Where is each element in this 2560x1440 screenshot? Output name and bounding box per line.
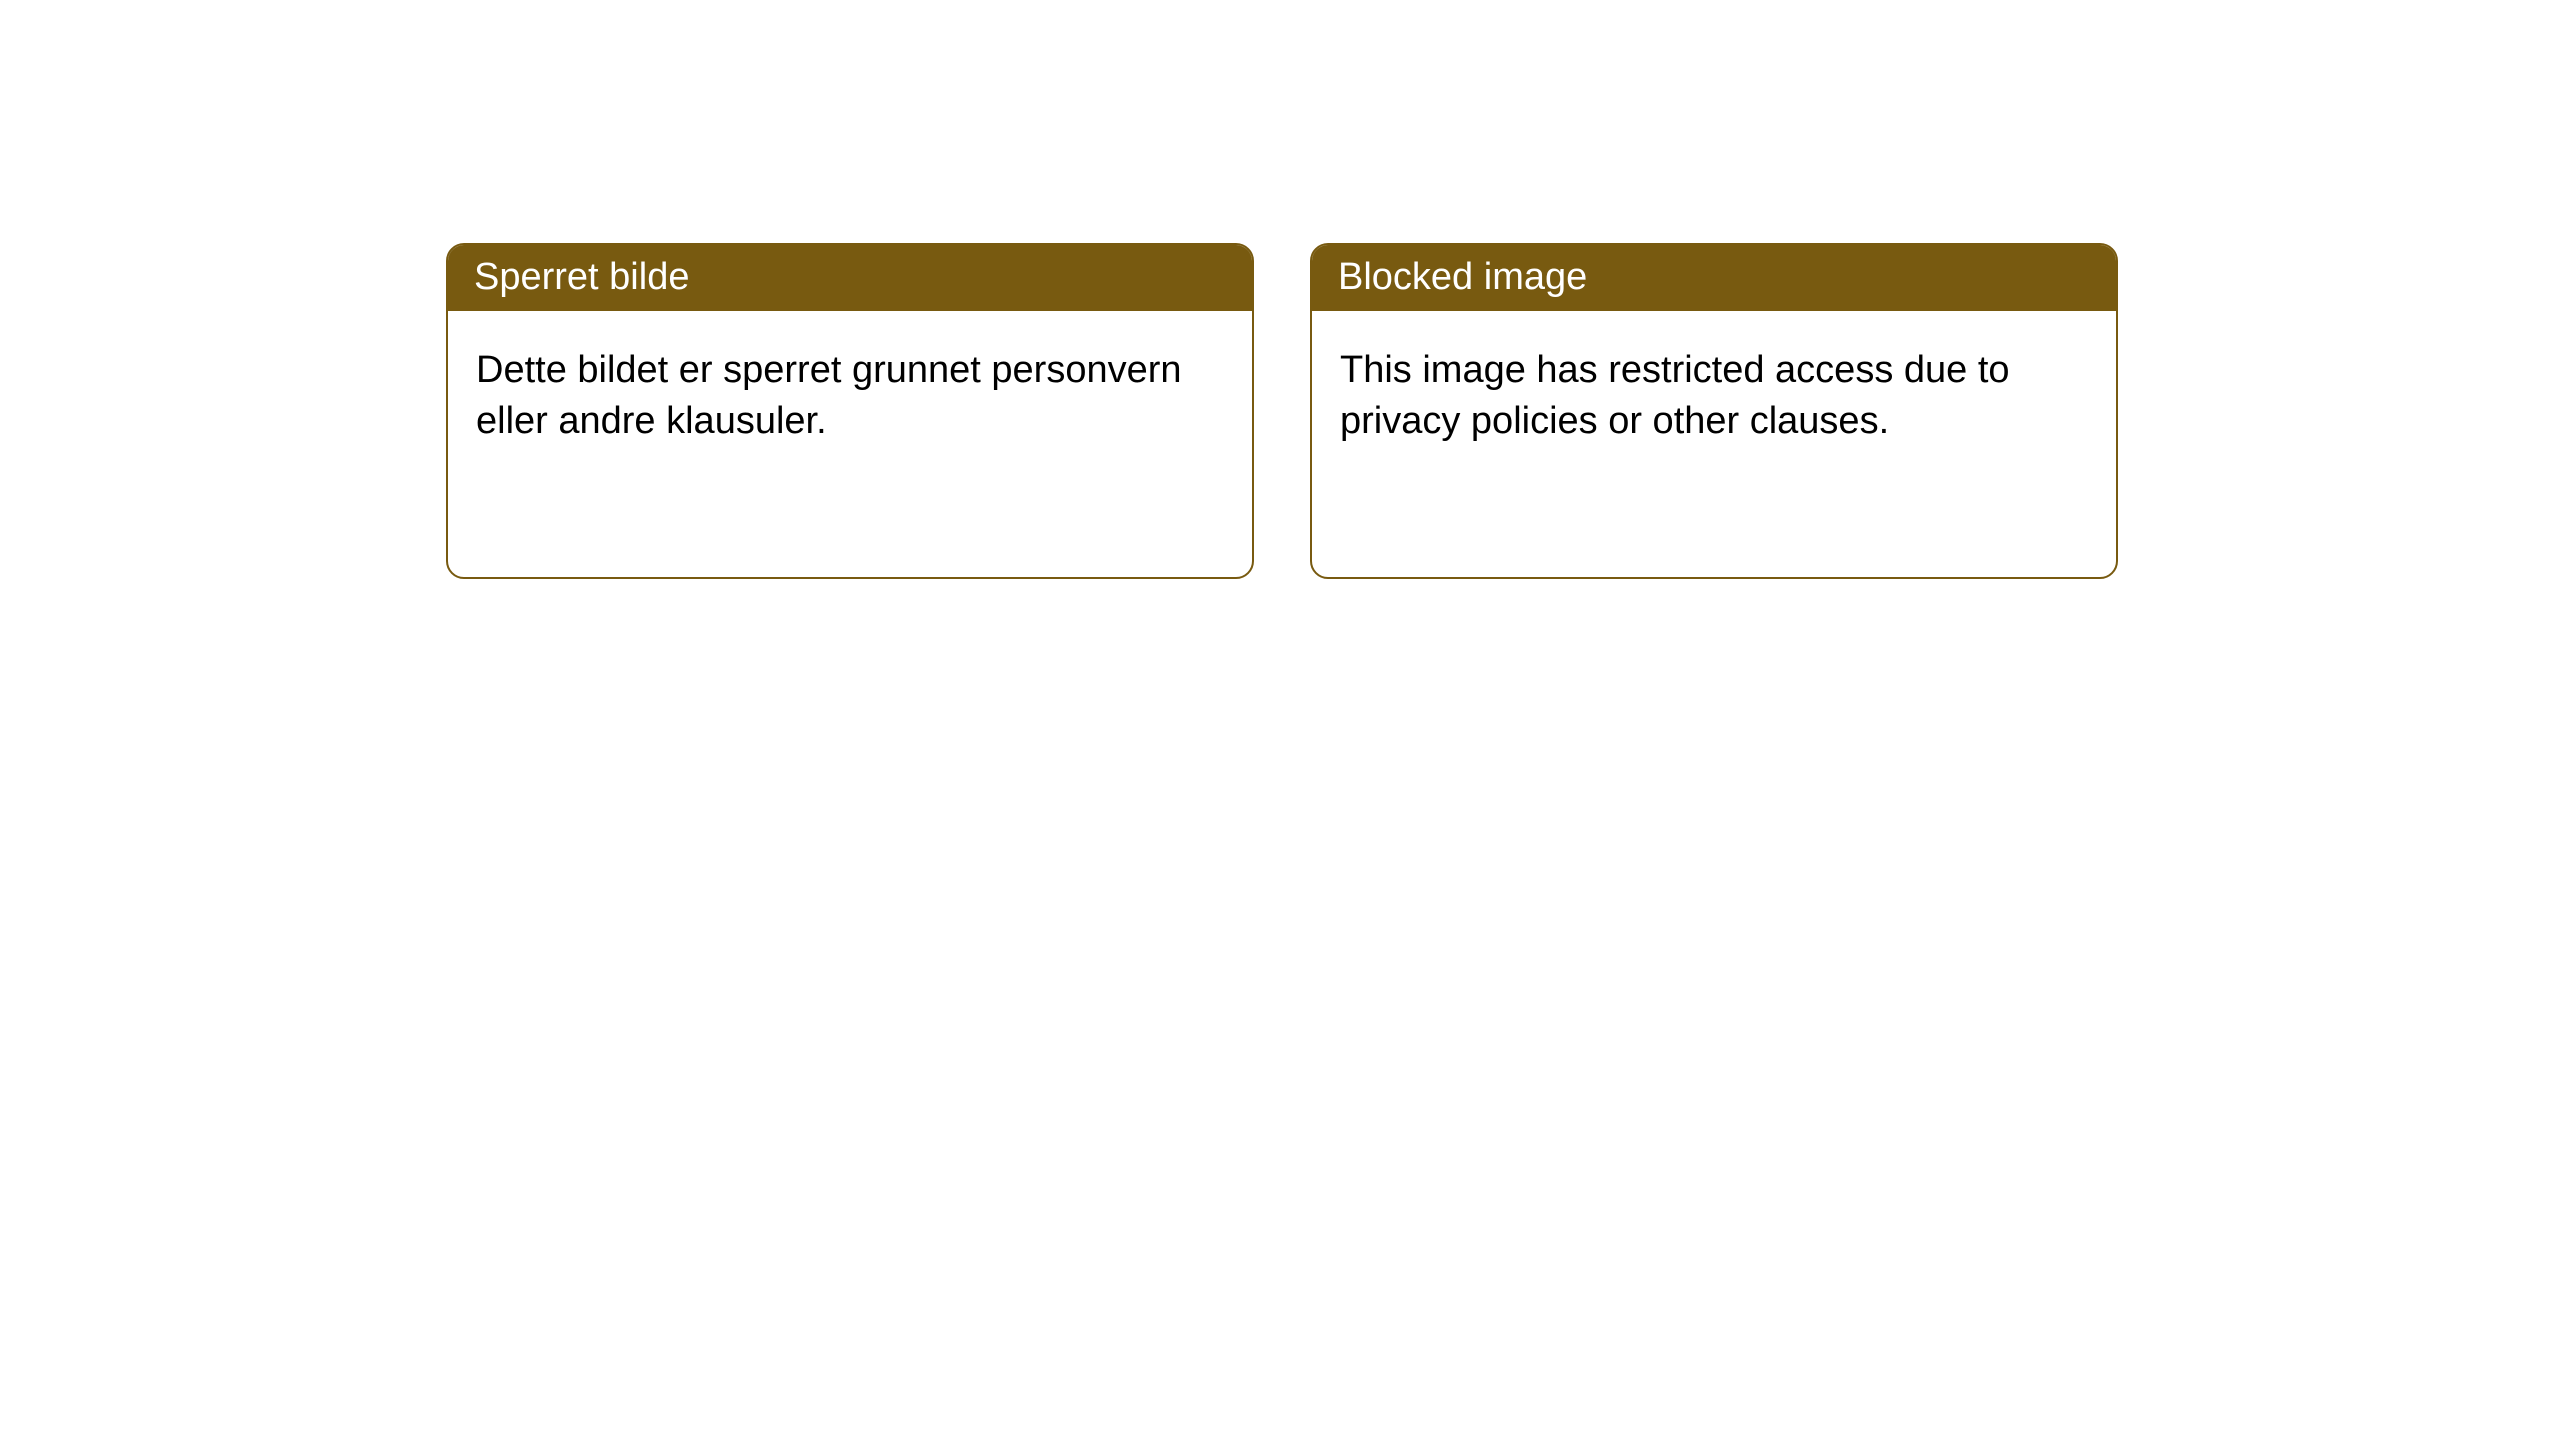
cards-container: Sperret bilde Dette bildet er sperret gr… bbox=[0, 0, 2560, 579]
blocked-image-card-en: Blocked image This image has restricted … bbox=[1310, 243, 2118, 579]
card-body: This image has restricted access due to … bbox=[1312, 311, 2116, 482]
card-title: Sperret bilde bbox=[448, 245, 1252, 311]
blocked-image-card-no: Sperret bilde Dette bildet er sperret gr… bbox=[446, 243, 1254, 579]
card-title: Blocked image bbox=[1312, 245, 2116, 311]
card-body: Dette bildet er sperret grunnet personve… bbox=[448, 311, 1252, 482]
